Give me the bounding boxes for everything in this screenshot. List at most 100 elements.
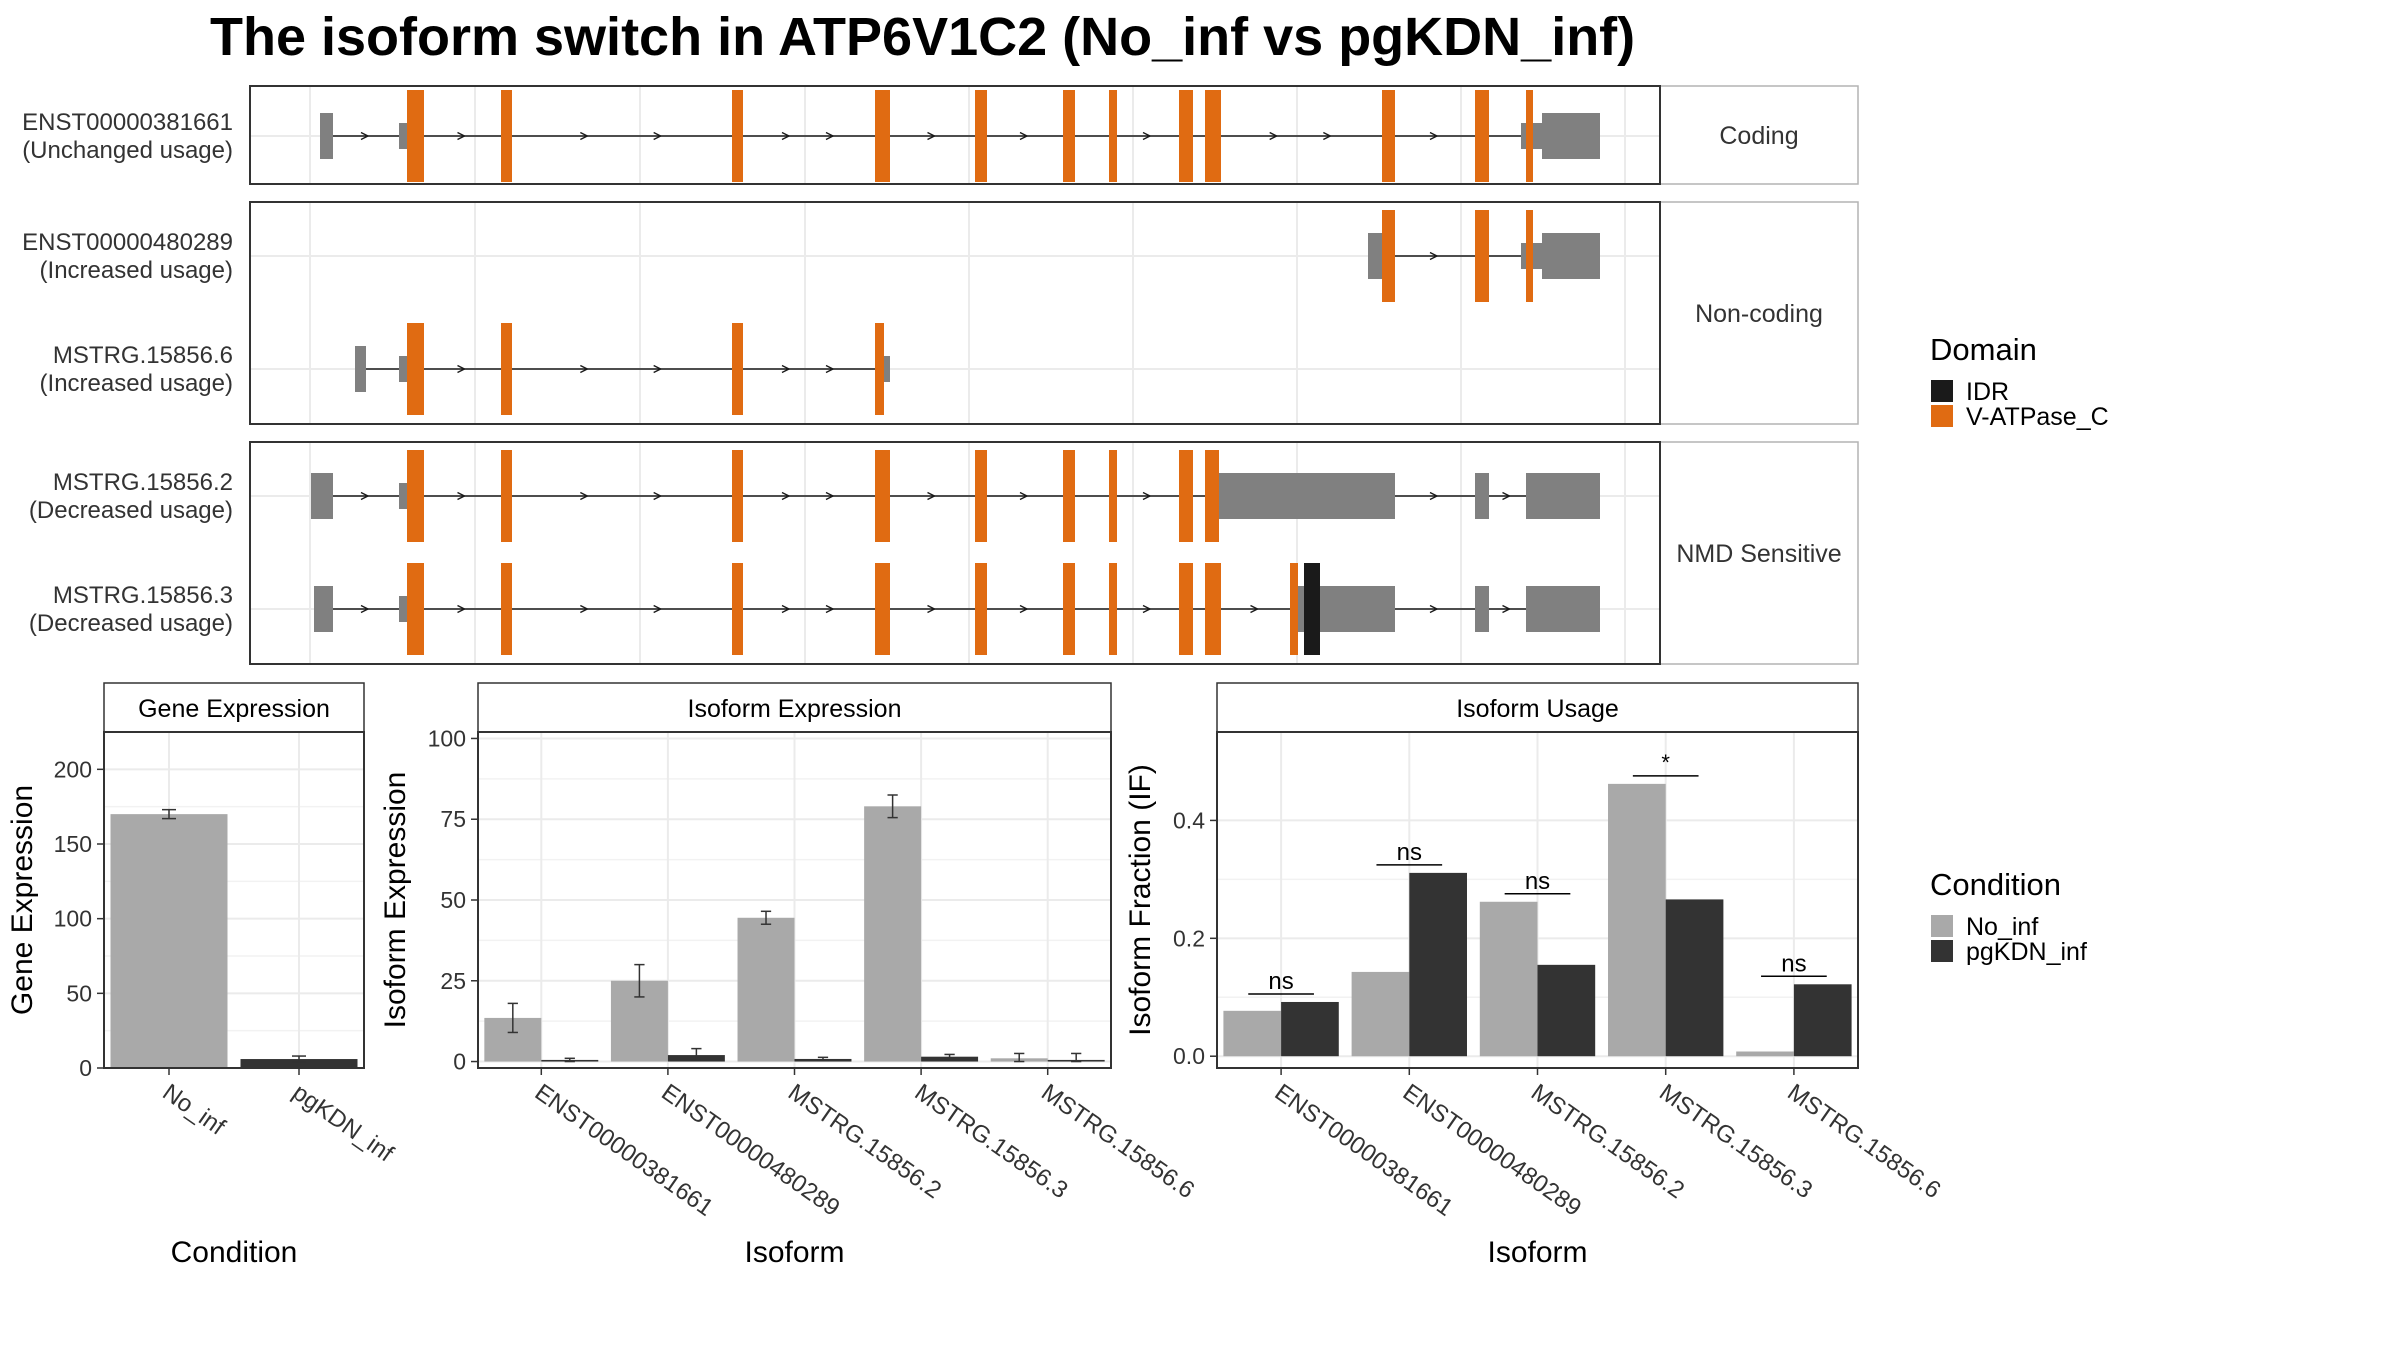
v-atpase-domain — [975, 90, 987, 182]
exon — [1368, 233, 1382, 279]
transcript-row: ENST00000480289(Increased usage) — [22, 210, 1600, 302]
significance-label: ns — [1525, 868, 1550, 895]
v-atpase-domain — [1526, 210, 1533, 302]
bar-pgkdn_inf-enst00000480289 — [1409, 872, 1467, 1057]
legend-label: V-ATPase_C — [1966, 403, 2109, 431]
bar-no_inf-mstrg-15856-3 — [864, 806, 922, 1062]
bar-pgkdn_inf-mstrg-15856-2 — [1537, 964, 1596, 1057]
bar-no_inf-mstrg-15856-6 — [1736, 1051, 1794, 1057]
transcript-row: MSTRG.15856.2(Decreased usage) — [29, 450, 1600, 542]
strip-label: Non-coding — [1695, 300, 1823, 328]
strip-box — [1659, 85, 1859, 185]
structure-panel-3: NMD Sensitive — [249, 441, 1859, 665]
direction-arrow — [457, 364, 467, 374]
v-atpase-domain — [732, 90, 743, 182]
strip-box — [1659, 201, 1859, 425]
domain-legend-title: Domain — [1930, 332, 2037, 367]
strip-label: Gene Expression — [138, 695, 330, 723]
y-axis-title: Isoform Expression — [379, 772, 412, 1029]
v-atpase-domain — [501, 450, 512, 542]
v-atpase-domain — [1063, 563, 1075, 655]
direction-arrow — [1250, 604, 1260, 614]
y-tick-label: 0 — [79, 1055, 92, 1081]
exon — [1475, 586, 1489, 632]
direction-arrow — [457, 491, 467, 501]
strip-box — [477, 682, 1112, 733]
direction-arrow — [580, 491, 589, 501]
legend-swatch-v-atpase-c — [1931, 405, 1953, 427]
x-axis-title: Condition — [171, 1236, 298, 1269]
exon — [355, 346, 366, 392]
legend-swatch-idr — [1931, 380, 1953, 402]
direction-arrow — [653, 131, 663, 141]
v-atpase-domain — [1526, 90, 1533, 182]
y-axis-title: Gene Expression — [6, 785, 39, 1015]
v-atpase-domain — [501, 563, 512, 655]
y-tick-label: 0 — [453, 1049, 466, 1075]
transcript-structure-plot: Coding Non-coding NMD Sensitive ENST0000038… — [22, 85, 1859, 665]
exon — [1526, 586, 1600, 632]
legend-label: pgKDN_inf — [1966, 938, 2087, 966]
direction-arrow — [360, 491, 370, 501]
bar-no_inf-mstrg-15856-3 — [1608, 783, 1666, 1057]
transcript-usage-label: (Decreased usage) — [29, 497, 233, 524]
v-atpase-domain — [501, 323, 512, 415]
y-axis-title: Isoform Fraction (IF) — [1124, 764, 1157, 1036]
exon — [1521, 243, 1526, 269]
direction-arrow — [653, 491, 663, 501]
direction-arrow — [1502, 491, 1512, 501]
isoform-usage-chart: Isoform Usagensnsns*ns0.00.20.4ENST00000… — [1124, 682, 1945, 1269]
strip-label: Isoform Usage — [1456, 695, 1619, 723]
direction-arrow — [825, 491, 835, 501]
v-atpase-domain — [1205, 450, 1219, 542]
y-tick-label: 0.4 — [1173, 807, 1205, 833]
strip-label: Coding — [1719, 122, 1798, 150]
v-atpase-domain — [1109, 563, 1117, 655]
y-tick-label: 100 — [428, 725, 466, 751]
v-atpase-domain — [1063, 450, 1075, 542]
transcript-id-label: ENST00000480289 — [22, 229, 233, 256]
v-atpase-domain — [975, 563, 987, 655]
y-tick-label: 200 — [54, 756, 92, 782]
v-atpase-domain — [1109, 90, 1117, 182]
v-atpase-domain — [1179, 563, 1193, 655]
v-atpase-domain — [1205, 563, 1221, 655]
strip-box — [103, 682, 365, 733]
y-tick-label: 25 — [440, 968, 466, 994]
condition-legend-title: Condition — [1930, 867, 2061, 902]
exon — [320, 113, 333, 159]
v-atpase-domain — [875, 90, 890, 182]
v-atpase-domain — [975, 450, 987, 542]
isoform-expression-chart: Isoform Expression0255075100ENST00000381… — [379, 682, 1199, 1269]
v-atpase-domain — [1382, 90, 1395, 182]
transcript-usage-label: (Increased usage) — [40, 370, 233, 397]
v-atpase-domain — [1063, 90, 1075, 182]
v-atpase-domain — [501, 90, 512, 182]
legend-label: IDR — [1966, 378, 2009, 406]
direction-arrow — [781, 364, 791, 374]
significance-label: * — [1661, 750, 1670, 775]
exon — [399, 483, 407, 509]
direction-arrow — [1502, 604, 1512, 614]
v-atpase-domain — [407, 90, 424, 182]
exon — [1320, 586, 1345, 632]
direction-arrow — [927, 491, 937, 501]
bar-pgkdn_inf-enst00000381661 — [1281, 1001, 1339, 1057]
gene-expression-chart: Gene Expression 0 50 100 150 200 No_inf pgKDN_i… — [6, 682, 398, 1269]
transcript-row: ENST00000381661(Unchanged usage) — [22, 90, 1600, 182]
exon — [1542, 113, 1600, 159]
transcript-id-label: MSTRG.15856.6 — [53, 342, 233, 369]
v-atpase-domain — [732, 563, 743, 655]
legend-swatch-pgkdn-inf — [1931, 940, 1953, 962]
idr-domain — [1304, 563, 1320, 655]
transcript-row: MSTRG.15856.6(Increased usage) — [40, 323, 890, 415]
direction-arrow — [1323, 131, 1332, 141]
figure-title: The isoform switch in ATP6V1C2 (No_inf v… — [210, 7, 1635, 67]
direction-arrow — [1269, 131, 1279, 141]
transcript-usage-label: (Decreased usage) — [29, 610, 233, 637]
direction-arrow — [1429, 604, 1439, 614]
exon — [399, 596, 407, 622]
v-atpase-domain — [1382, 210, 1395, 302]
exon — [1542, 233, 1600, 279]
